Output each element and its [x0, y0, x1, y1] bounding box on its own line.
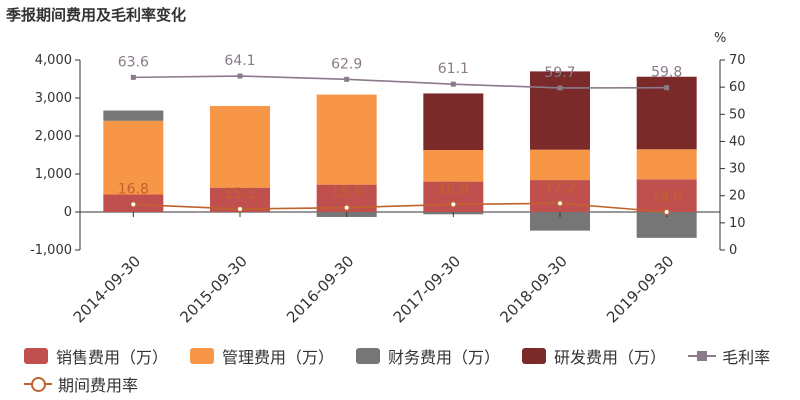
line-point-0: [557, 85, 563, 91]
legend-label-expense-ratio: 期间费用率: [58, 376, 139, 395]
y-right-tick-label: 0: [729, 243, 737, 258]
line-point-0: [130, 74, 136, 80]
line-data-label-0: 59.8: [651, 65, 682, 81]
x-tick-label: 2016-09-30: [283, 252, 357, 326]
legend-label-finance: 财务费用（万）: [388, 348, 501, 367]
y-right-tick-label: 30: [729, 162, 746, 177]
line-series-1: [133, 202, 667, 213]
bar-segment-series-3: [423, 93, 484, 151]
y-right-axis-unit: %: [714, 31, 726, 46]
line-data-label-0: 63.6: [118, 54, 149, 70]
bar-segment-series-0: [636, 179, 697, 212]
line-data-label-1: 17.2: [544, 180, 575, 196]
line-point-1: [343, 204, 350, 211]
y-right-tick-label: 50: [729, 107, 746, 122]
legend-label-admin: 管理费用（万）: [222, 348, 335, 367]
legend-swatch-finance: [356, 348, 381, 364]
bar-segment-series-1: [423, 150, 484, 182]
line-data-label-0: 61.1: [438, 61, 469, 77]
chart-title: 季报期间费用及毛利率变化: [6, 6, 187, 24]
bar-segment-series-1: [530, 149, 590, 181]
legend-line-gross-margin: [688, 348, 717, 364]
x-tick-label: 2018-09-30: [496, 252, 570, 326]
legend-line-expense-ratio: [24, 376, 52, 392]
line-series-0: [133, 75, 667, 89]
y-left-tick-label: 4,000: [35, 53, 72, 68]
y-left-tick-label: 2,000: [35, 129, 72, 144]
y-right-tick-label: 60: [729, 80, 746, 95]
legend-label-rd: 研发费用（万）: [554, 348, 667, 367]
line-point-0: [450, 81, 456, 87]
y-left-tick-label: 0: [64, 205, 72, 220]
line-point-0: [237, 73, 243, 79]
legend-label-gross-margin: 毛利率: [722, 348, 771, 367]
y-left-tick-label: 3,000: [35, 91, 72, 106]
x-tick-label: 2017-09-30: [390, 252, 464, 326]
bar-segment-series-3: [530, 71, 590, 150]
legend-swatch-rd: [522, 348, 547, 364]
bar-segment-series-1: [103, 120, 164, 195]
bar-segment-series-1: [210, 105, 270, 188]
y-right-tick-label: 20: [729, 189, 746, 204]
bar-segment-series-0: [530, 180, 590, 212]
y-left-tick-label: 1,000: [35, 167, 72, 182]
legend-item-sales[interactable]: 销售费用（万）: [24, 344, 168, 368]
bar-segment-series-2: [103, 110, 164, 121]
legend-item-finance[interactable]: 财务费用（万）: [356, 344, 500, 368]
x-tick-label: 2014-09-30: [70, 252, 144, 326]
line-data-label-1: 14.0: [651, 189, 682, 205]
legend-item-rd[interactable]: 研发费用（万）: [522, 344, 666, 368]
y-right-tick-label: 70: [729, 53, 746, 68]
line-point-0: [664, 85, 670, 91]
line-point-0: [344, 76, 350, 82]
chart-legend: 销售费用（万） 管理费用（万） 财务费用（万） 研发费用（万） 毛利率 期间费用…: [24, 344, 794, 396]
bar-segment-series-1: [636, 149, 697, 180]
line-data-label-1: 16.8: [438, 181, 469, 197]
line-point-1: [236, 205, 244, 213]
line-data-label-1: 15.6: [331, 185, 362, 201]
y-right-tick-label: 10: [729, 216, 746, 231]
bar-segment-series-1: [316, 94, 377, 185]
line-data-label-0: 62.9: [331, 56, 362, 72]
x-tick-label: 2015-09-30: [176, 252, 250, 326]
line-point-1: [663, 208, 670, 216]
line-point-1: [450, 201, 457, 208]
line-data-label-0: 59.7: [544, 65, 575, 81]
legend-swatch-admin: [190, 348, 215, 364]
legend-item-gross-margin[interactable]: 毛利率: [688, 344, 770, 368]
legend-item-admin[interactable]: 管理费用（万）: [190, 344, 334, 368]
y-left-tick-label: -1,000: [30, 243, 72, 258]
line-point-1: [130, 201, 137, 208]
bar-segment-series-2: [530, 212, 590, 231]
legend-swatch-sales: [24, 348, 48, 364]
legend-item-expense-ratio[interactable]: 期间费用率: [24, 372, 138, 396]
line-point-1: [556, 200, 564, 207]
line-data-label-0: 64.1: [224, 53, 255, 69]
line-data-label-1: 16.8: [118, 181, 149, 197]
x-tick-label: 2019-09-30: [603, 252, 677, 326]
y-right-tick-label: 40: [729, 134, 746, 149]
legend-label-sales: 销售费用（万）: [56, 348, 169, 367]
line-data-label-1: 15.1: [224, 186, 255, 202]
